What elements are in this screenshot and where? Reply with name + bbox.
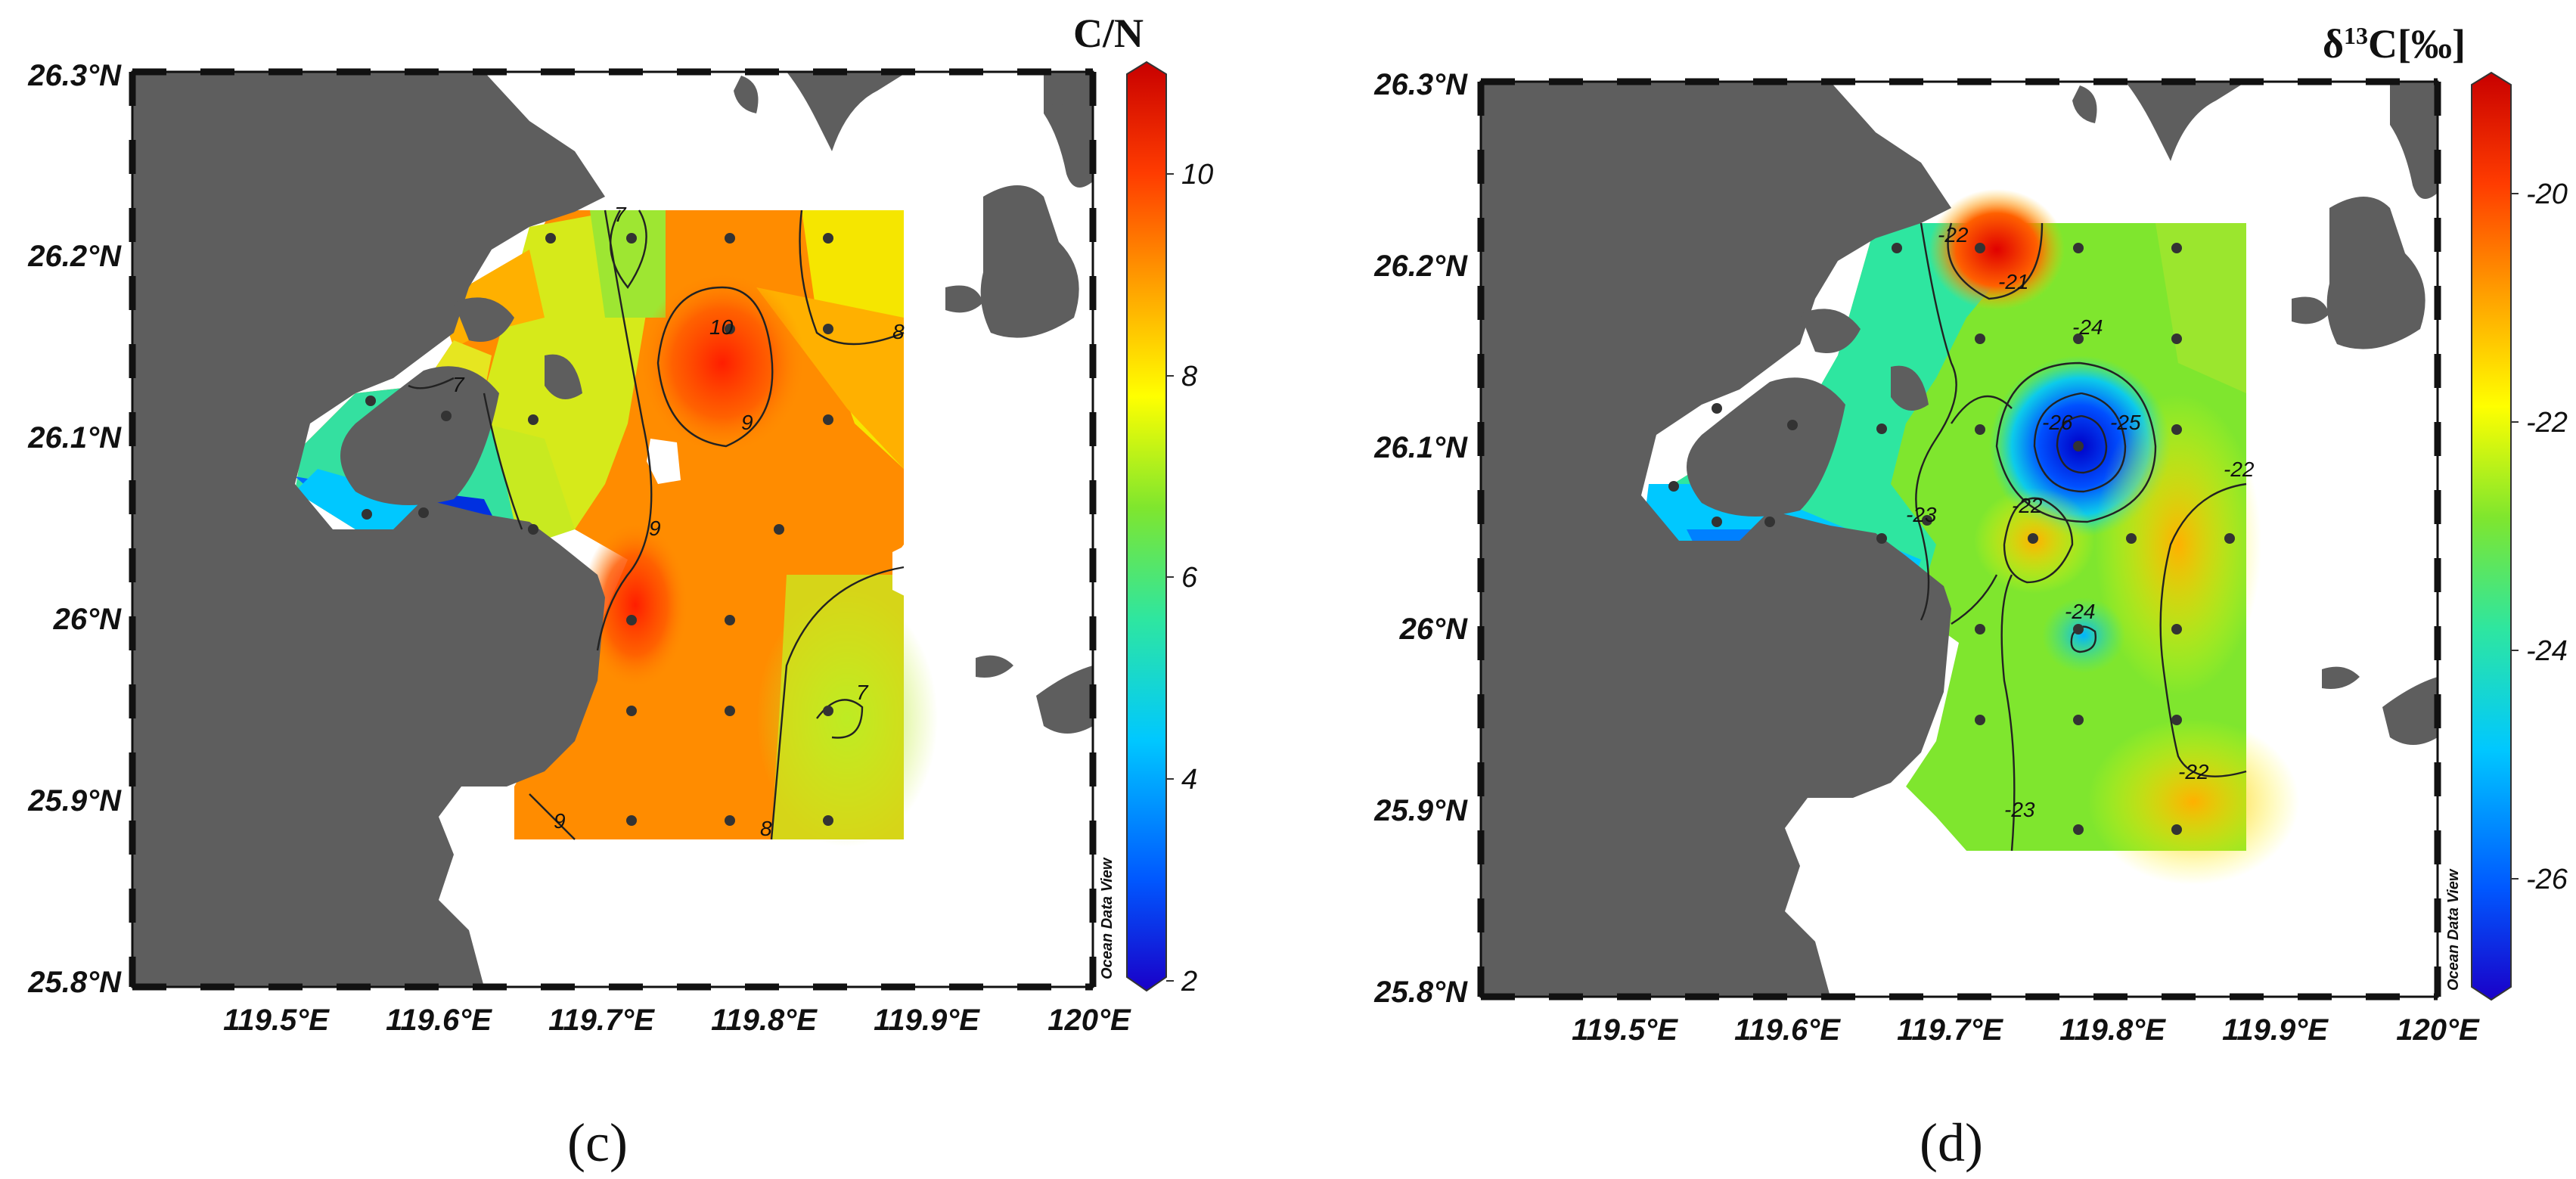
cn-colorbar-ticks: 2 4 6 8 10: [1166, 159, 1213, 997]
d13c-land: [1481, 82, 2438, 997]
svg-text:-22: -22: [2012, 494, 2043, 517]
svg-text:119.5°E: 119.5°E: [1572, 1013, 1678, 1047]
d13c-colorbar: δ13C[‰] -26 -24 -22 -20: [2323, 21, 2568, 1001]
svg-text:-22: -22: [2178, 760, 2209, 783]
svg-text:10: 10: [1181, 159, 1213, 191]
d13c-colorbar-ticks: -26 -24 -22 -20: [2511, 178, 2568, 895]
svg-text:120°E: 120°E: [1047, 1004, 1131, 1037]
svg-text:-26: -26: [2042, 411, 2073, 434]
svg-text:-25: -25: [2110, 411, 2141, 434]
d13c-contour-labels: -22 -21 -24 -26 -25 -22 -23 -22 -24 -22 …: [1906, 223, 2255, 821]
d13c-colorbar-title: δ13C[‰]: [2323, 21, 2466, 67]
svg-text:-24: -24: [2072, 315, 2103, 339]
svg-text:-24: -24: [2526, 635, 2568, 667]
svg-text:119.8°E: 119.8°E: [2059, 1013, 2166, 1047]
svg-text:7: 7: [856, 681, 869, 704]
svg-text:26.3°N: 26.3°N: [1373, 68, 1468, 101]
svg-text:-24: -24: [2065, 600, 2095, 623]
d13c-lat-labels: 26.3°N 26.2°N 26.1°N 26°N 25.9°N 25.8°N: [1373, 68, 1468, 1009]
svg-text:25.8°N: 25.8°N: [1373, 976, 1468, 1009]
panel-label-c: (c): [567, 1112, 628, 1173]
svg-text:26°N: 26°N: [53, 603, 122, 636]
map-panel-d: -22 -21 -24 -26 -25 -22 -23 -22 -24 -22 …: [1373, 21, 2568, 1173]
svg-text:9: 9: [649, 517, 661, 540]
svg-text:8: 8: [760, 817, 772, 840]
svg-text:119.6°E: 119.6°E: [1734, 1013, 1841, 1047]
svg-text:8: 8: [1181, 361, 1197, 392]
svg-text:26.2°N: 26.2°N: [1373, 250, 1468, 283]
svg-text:7: 7: [614, 203, 627, 226]
d13c-lon-labels: 119.5°E 119.6°E 119.7°E 119.8°E 119.9°E …: [1572, 1013, 2480, 1047]
panel-label-d: (d): [1920, 1112, 1983, 1173]
svg-text:-22: -22: [2224, 458, 2255, 481]
svg-text:119.9°E: 119.9°E: [2222, 1013, 2329, 1047]
svg-text:119.9°E: 119.9°E: [874, 1004, 980, 1037]
svg-text:25.8°N: 25.8°N: [27, 966, 122, 999]
cn-colorbar: C/N 2 4 6 8 10: [1073, 11, 1213, 997]
svg-text:-20: -20: [2526, 178, 2568, 210]
d13c-frame: [1477, 78, 2441, 1001]
d13c-stations: [1668, 243, 2235, 835]
cn-lon-labels: 119.5°E 119.6°E 119.7°E 119.8°E 119.9°E …: [223, 1004, 1131, 1037]
svg-text:26.3°N: 26.3°N: [27, 59, 122, 92]
d13c-watermark: Ocean Data View: [2445, 868, 2462, 991]
cn-stations: [362, 233, 833, 826]
svg-text:4: 4: [1181, 764, 1197, 796]
svg-text:26.1°N: 26.1°N: [27, 421, 122, 455]
svg-text:120°E: 120°E: [2396, 1013, 2480, 1047]
svg-text:8: 8: [892, 320, 905, 343]
svg-text:25.9°N: 25.9°N: [27, 784, 122, 818]
svg-text:119.6°E: 119.6°E: [386, 1004, 492, 1037]
svg-text:119.5°E: 119.5°E: [223, 1004, 330, 1037]
svg-text:119.8°E: 119.8°E: [711, 1004, 818, 1037]
svg-text:-26: -26: [2526, 864, 2568, 895]
svg-text:119.7°E: 119.7°E: [1897, 1013, 2003, 1047]
svg-text:6: 6: [1181, 562, 1198, 594]
svg-text:-23: -23: [2004, 798, 2035, 821]
svg-text:-22: -22: [2526, 407, 2568, 439]
svg-text:26.2°N: 26.2°N: [27, 240, 122, 273]
svg-text:2: 2: [1181, 966, 1197, 997]
svg-text:25.9°N: 25.9°N: [1373, 794, 1468, 827]
cn-land: [132, 72, 1093, 987]
svg-text:7: 7: [452, 373, 465, 396]
svg-text:26°N: 26°N: [1399, 613, 1468, 646]
svg-text:9: 9: [554, 809, 566, 833]
svg-text:-21: -21: [1998, 270, 2028, 293]
cn-contour-labels: 7 10 8 9 7 9 7 9 8: [452, 203, 905, 840]
map-panel-c: 7 10 8 9 7 9 7 9 8 Ocean Data View: [27, 11, 1213, 1173]
cn-contours: [408, 209, 905, 840]
cn-lat-labels: 26.3°N 26.2°N 26.1°N 26°N 25.9°N 25.8°N: [27, 59, 122, 999]
d13c-contours: [1915, 222, 2247, 852]
cn-colorbar-title: C/N: [1073, 11, 1144, 56]
svg-text:26.1°N: 26.1°N: [1373, 431, 1468, 464]
cn-frame: [129, 68, 1097, 991]
cn-watermark: Ocean Data View: [1099, 857, 1116, 979]
svg-text:-22: -22: [1938, 223, 1969, 247]
svg-text:-23: -23: [1906, 503, 1937, 526]
svg-text:9: 9: [741, 411, 753, 434]
svg-text:10: 10: [709, 315, 734, 339]
svg-text:119.7°E: 119.7°E: [548, 1004, 655, 1037]
